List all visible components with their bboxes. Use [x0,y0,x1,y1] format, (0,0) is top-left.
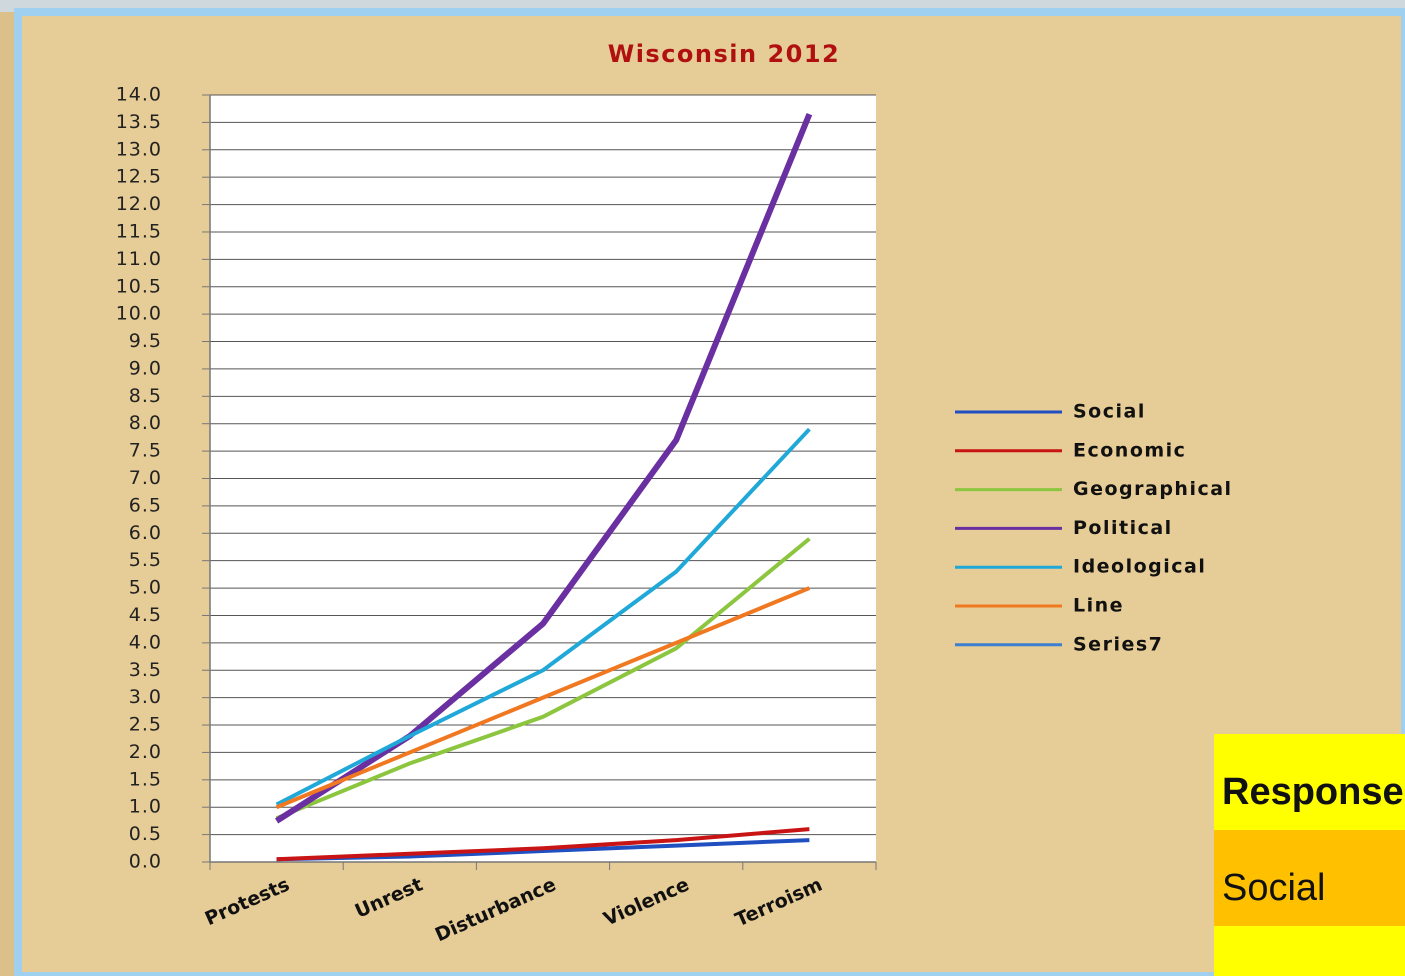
series-line [276,827,810,862]
y-tick-label: 1.0 [129,796,162,818]
y-tick-label: 12.5 [116,166,162,188]
y-tick-label: 8.5 [129,385,162,407]
y-tick-label: 3.5 [129,659,162,681]
y-tick-label: 5.5 [129,549,162,571]
table: Response Re Social [1214,734,1405,976]
y-tick-label: 7.0 [129,467,162,489]
legend-label: Social [1073,401,1146,423]
legend-label: Economic [1073,439,1186,461]
table-header: Response Re [1214,734,1405,830]
panel-border [14,8,1405,976]
y-tick-label: 10.0 [116,303,162,325]
y-tick-label: 8.0 [129,412,162,434]
y-tick-label: 2.5 [129,714,162,736]
y-tick-label: 0.0 [129,851,162,873]
table-row [1214,926,1405,976]
y-tick-label: 9.5 [129,330,162,352]
chart-title: Wisconsin 2012 [608,40,841,68]
y-tick-label: 14.0 [116,84,162,106]
y-tick-label: 12.0 [116,193,162,215]
legend-label: Series7 [1073,633,1163,655]
y-tick-label: 11.0 [116,248,162,270]
legend-label: Political [1073,517,1173,539]
y-tick-label: 11.5 [116,220,162,242]
y-tick-label: 6.0 [129,522,162,544]
y-tick-label: 4.5 [129,604,162,626]
y-tick-label: 7.5 [129,440,162,462]
y-tick-label: 3.0 [129,686,162,708]
y-tick-label: 9.0 [129,357,162,379]
y-tick-label: 1.5 [129,768,162,790]
legend-label: Geographical [1073,478,1233,500]
legend-label: Line [1073,595,1124,617]
series-line [275,586,811,810]
legend-label: Ideological [1073,556,1206,578]
y-tick-label: 6.5 [129,494,162,516]
series-line [275,537,811,821]
series-line [275,427,811,807]
y-tick-label: 4.0 [129,631,162,653]
table-row: Social [1214,830,1405,926]
y-tick-label: 0.5 [129,823,162,845]
y-tick-label: 5.0 [129,577,162,599]
y-tick-label: 2.0 [129,741,162,763]
y-tick-label: 13.0 [116,138,162,160]
y-tick-label: 10.5 [116,275,162,297]
y-tick-label: 13.5 [116,111,162,133]
series-line [274,113,813,824]
